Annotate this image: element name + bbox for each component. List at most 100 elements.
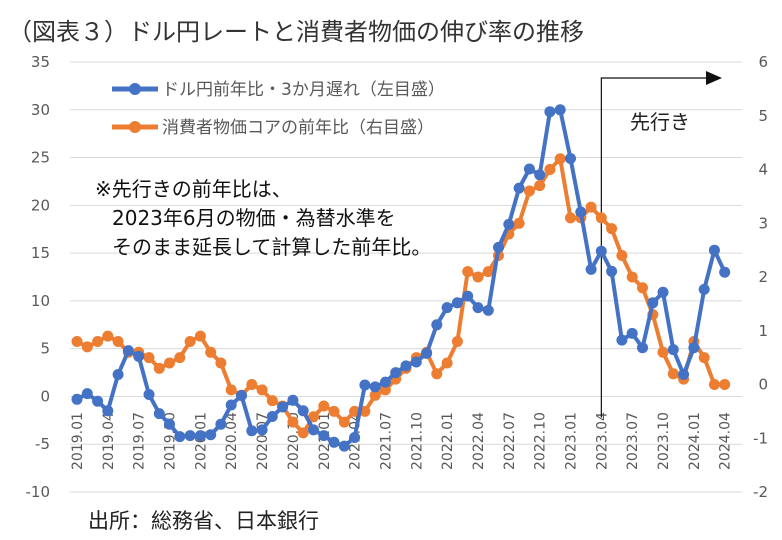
- left-tick-label: 10: [31, 292, 50, 310]
- cpi-point: [287, 416, 299, 428]
- cpi-point: [266, 395, 278, 407]
- x-tick-label: 2022.04: [471, 412, 487, 470]
- cpi-point: [616, 250, 628, 261]
- right-axis-ticks: -2 -1 0 1 2 3 4 5 6: [753, 53, 768, 501]
- cpi-point: [338, 416, 350, 428]
- left-tick-label: 20: [31, 196, 50, 214]
- usdjpy-point: [421, 347, 433, 359]
- usdjpy-point: [359, 379, 371, 391]
- usdjpy-point: [585, 263, 597, 275]
- usdjpy-point: [266, 411, 278, 422]
- forecast-arrow: [600, 71, 722, 418]
- cpi-point: [595, 212, 607, 224]
- cpi-point: [369, 389, 381, 401]
- cpi-point: [205, 346, 217, 358]
- cpi-point: [441, 357, 453, 369]
- usdjpy-point: [287, 394, 299, 406]
- usdjpy-point: [523, 163, 535, 175]
- usdjpy-point: [400, 360, 412, 372]
- right-tick-label: 2: [758, 268, 768, 286]
- usdjpy-point: [616, 334, 628, 346]
- x-tick-label: 2023.10: [656, 412, 672, 470]
- usdjpy-point: [308, 424, 319, 436]
- cpi-point: [246, 379, 258, 390]
- cpi-point: [153, 362, 165, 374]
- usdjpy-point: [606, 265, 618, 277]
- left-tick-label: 25: [31, 149, 50, 167]
- usdjpy-point: [81, 388, 93, 400]
- cpi-point: [431, 368, 443, 380]
- usdjpy-point: [493, 241, 504, 253]
- usdjpy-point: [153, 408, 165, 420]
- left-tick-label: -10: [26, 483, 51, 501]
- x-tick-label: 2019.01: [70, 412, 86, 470]
- cpi-point: [523, 185, 535, 197]
- usdjpy-point: [513, 182, 525, 194]
- cpi-point: [143, 352, 155, 364]
- usdjpy-point: [379, 376, 391, 388]
- cpi-point: [328, 405, 340, 417]
- usdjpy-point: [71, 393, 83, 405]
- usdjpy-point: [503, 218, 515, 230]
- x-tick-label: 2021.01: [317, 412, 333, 470]
- usdjpy-point: [236, 390, 247, 401]
- usdjpy-point: [657, 286, 669, 298]
- cpi-point: [472, 271, 484, 283]
- x-tick-label: 2021.10: [409, 412, 425, 470]
- usdjpy-point: [462, 290, 474, 302]
- cpi-point: [308, 411, 319, 423]
- usdjpy-point: [205, 429, 217, 441]
- usdjpy-point: [482, 304, 494, 316]
- x-tick-label: 2020.01: [193, 412, 209, 470]
- usdjpy-point: [369, 381, 381, 393]
- x-tick-label: 2022.10: [533, 412, 549, 470]
- cpi-point: [71, 336, 83, 347]
- cpi-point: [657, 346, 669, 358]
- usdjpy-point: [328, 436, 340, 448]
- usdjpy-point: [246, 425, 258, 437]
- x-tick-label: 2023.07: [625, 412, 641, 470]
- usdjpy-point: [349, 432, 361, 443]
- forecast-label: 先行き: [630, 110, 690, 134]
- cpi-point: [554, 153, 566, 165]
- right-tick-label: 1: [758, 322, 768, 340]
- forecast-arrow-head: [706, 71, 722, 85]
- cpi-point: [626, 271, 638, 283]
- left-tick-label: 30: [31, 101, 50, 119]
- cpi-point: [379, 384, 391, 396]
- cpi-point: [565, 212, 576, 224]
- x-tick-label: 2023.04: [594, 412, 610, 470]
- usdjpy-point: [472, 302, 484, 314]
- cpi-point: [513, 217, 525, 229]
- cpi-point: [534, 180, 546, 192]
- cpi-point: [667, 368, 679, 380]
- usdjpy-point: [133, 350, 145, 362]
- right-tick-label: 6: [758, 53, 768, 71]
- cpi-point: [297, 427, 309, 439]
- usdjpy-point: [595, 245, 607, 257]
- usdjpy-point: [647, 297, 659, 309]
- usdjpy-point: [626, 327, 638, 339]
- x-tick-label: 2022.07: [502, 412, 518, 470]
- legend-label-usdjpy: ドル円前年比・3か月遅れ（左目盛）: [162, 80, 445, 100]
- cpi-point: [708, 379, 720, 390]
- cpi-point: [112, 336, 124, 347]
- cpi-point: [194, 330, 206, 342]
- usdjpy-point: [698, 283, 710, 295]
- usdjpy-point: [708, 244, 720, 256]
- gridlines: [70, 61, 742, 493]
- forecast-arrow-line: [600, 77, 708, 418]
- usdjpy-point: [174, 431, 186, 443]
- right-tick-label: 3: [758, 214, 768, 232]
- chart-title: （図表３）ドル円レートと消費者物価の伸び率の推移: [8, 18, 584, 46]
- cpi-point: [451, 336, 463, 347]
- legend-marker-usdjpy: [129, 83, 141, 95]
- usdjpy-point: [318, 430, 330, 442]
- usdjpy-point: [688, 342, 700, 354]
- note-line-1: ※先行きの前年比は、: [95, 177, 292, 201]
- cpi-point: [698, 352, 710, 364]
- usdjpy-point: [410, 356, 422, 368]
- left-tick-label: 15: [31, 244, 50, 262]
- usdjpy-point: [194, 430, 206, 442]
- cpi-point: [225, 384, 237, 396]
